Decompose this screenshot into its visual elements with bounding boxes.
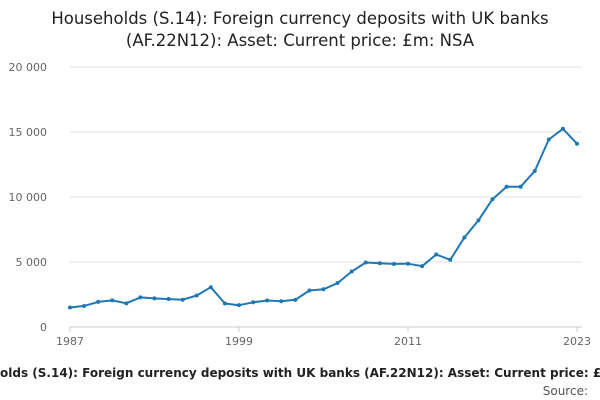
data-point xyxy=(208,285,213,290)
y-tick-label: 20 000 xyxy=(9,61,48,74)
data-point xyxy=(237,303,241,308)
data-point xyxy=(293,297,298,302)
data-point xyxy=(265,298,270,303)
data-point xyxy=(222,301,227,306)
data-point xyxy=(194,293,199,298)
data-point xyxy=(180,297,185,302)
data-point xyxy=(504,184,509,189)
data-series xyxy=(68,126,579,310)
data-point xyxy=(532,169,537,173)
chart-title-line-2: (AF.22N12): Asset: Current price: £m: NS… xyxy=(126,31,475,50)
data-point xyxy=(321,287,326,292)
data-point xyxy=(279,299,284,304)
data-point xyxy=(349,269,354,274)
y-tick-label: 5 000 xyxy=(16,256,48,269)
source-label: Source: xyxy=(543,384,588,398)
series-line xyxy=(69,127,578,309)
data-point xyxy=(335,281,340,286)
data-point xyxy=(96,299,101,304)
y-axis: 0 5 000 10 000 15 000 20 000 xyxy=(9,61,48,334)
y-tick-label: 10 000 xyxy=(9,191,48,204)
data-point xyxy=(124,301,129,306)
data-point xyxy=(546,137,551,142)
data-point xyxy=(490,197,495,202)
data-point xyxy=(82,303,87,308)
data-point xyxy=(391,261,396,266)
x-axis: 1987 1999 2011 2023 xyxy=(56,326,591,348)
data-point xyxy=(152,296,157,301)
data-point xyxy=(420,264,425,269)
data-point xyxy=(476,218,481,223)
data-point xyxy=(462,235,467,240)
data-point xyxy=(363,260,368,265)
data-point xyxy=(251,300,256,305)
data-point xyxy=(166,297,171,302)
x-tick-label: 1987 xyxy=(56,335,84,348)
data-point xyxy=(434,252,439,257)
data-point xyxy=(377,261,382,266)
x-tick-label: 2011 xyxy=(394,335,422,348)
chart-title: Households (S.14): Foreign currency depo… xyxy=(51,9,548,50)
x-axis-label: Households (S.14): Foreign currency depo… xyxy=(0,366,600,380)
chart-title-line-1: Households (S.14): Foreign currency depo… xyxy=(51,9,548,28)
y-tick-label: 15 000 xyxy=(9,126,48,139)
data-point xyxy=(307,288,312,293)
data-point xyxy=(110,298,115,303)
data-point xyxy=(560,126,565,131)
data-point xyxy=(448,257,453,262)
data-point xyxy=(575,141,579,146)
data-point xyxy=(68,305,72,310)
y-tick-label: 0 xyxy=(40,321,47,334)
x-tick-label: 2023 xyxy=(563,335,591,348)
data-point xyxy=(406,261,410,266)
x-tick-label: 1999 xyxy=(225,335,253,348)
data-point xyxy=(138,295,143,300)
data-point xyxy=(518,184,523,189)
